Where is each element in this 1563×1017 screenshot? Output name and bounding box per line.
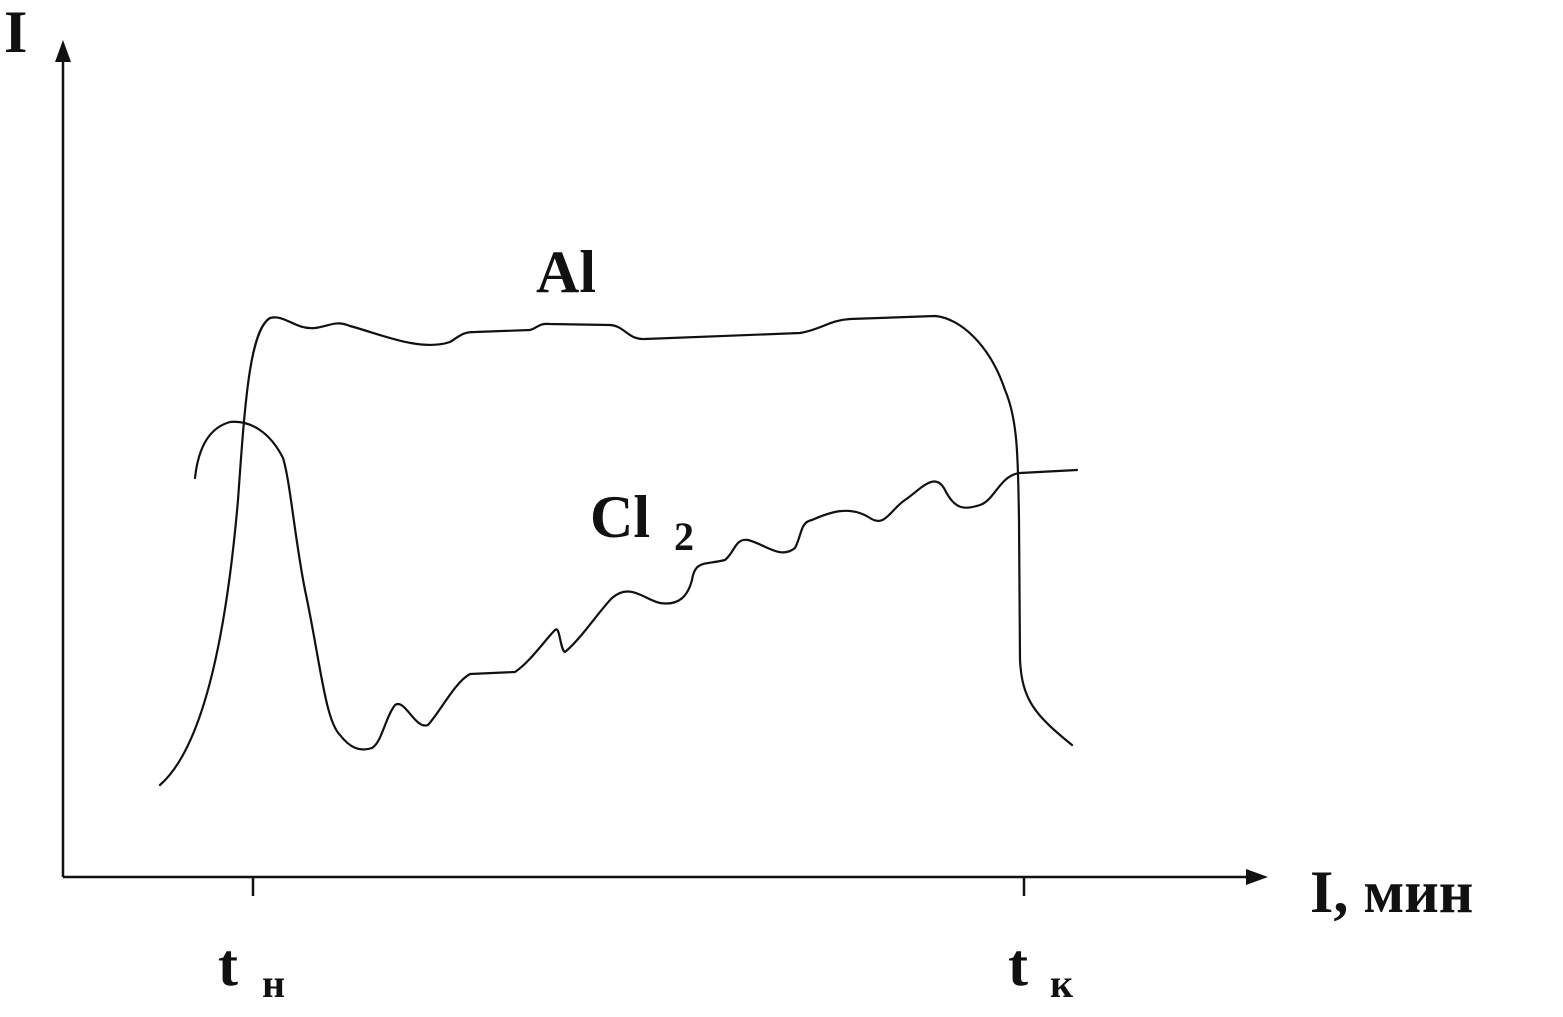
- marker-end: t к: [1008, 932, 1073, 1006]
- x-axis-arrow: [1246, 869, 1268, 885]
- marker-end-label: t: [1008, 932, 1028, 998]
- cl2-label: Cl 2: [590, 484, 694, 559]
- y-axis-label: I: [4, 0, 27, 65]
- cl2-curve: [193, 420, 1079, 751]
- marker-start: t н: [218, 932, 285, 1006]
- al-curve: [158, 314, 1074, 787]
- marker-end-subscript: к: [1050, 961, 1073, 1006]
- cl2-label-main: Cl: [590, 484, 650, 550]
- cl2-label-subscript: 2: [674, 514, 694, 559]
- y-axis-arrow: [55, 40, 71, 62]
- x-axis-label: I, мин: [1310, 859, 1473, 925]
- marker-start-subscript: н: [262, 961, 285, 1006]
- al-label: Al: [536, 239, 596, 305]
- marker-start-label: t: [218, 932, 238, 998]
